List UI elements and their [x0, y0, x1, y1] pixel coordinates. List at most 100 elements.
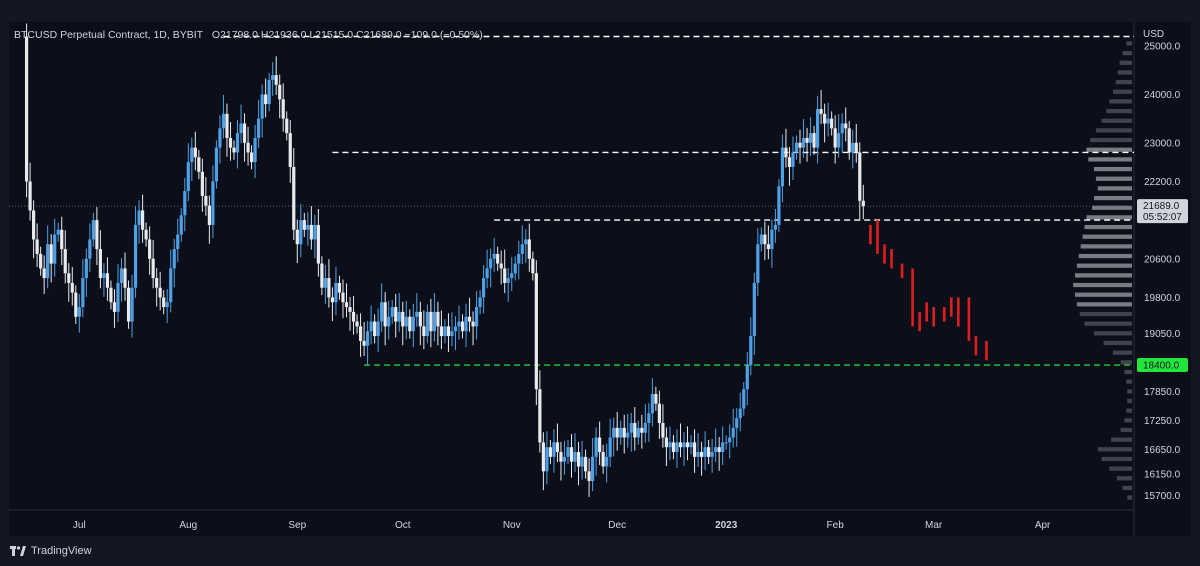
candle[interactable]	[773, 224, 778, 230]
candle[interactable]	[770, 229, 774, 250]
candle[interactable]	[84, 258, 88, 279]
candle[interactable]	[408, 316, 412, 332]
candle[interactable]	[380, 302, 384, 322]
candle[interactable]	[207, 205, 211, 225]
candle[interactable]	[165, 302, 169, 308]
candle[interactable]	[685, 442, 690, 448]
candle[interactable]	[204, 195, 208, 206]
candle[interactable]	[805, 137, 809, 143]
candle[interactable]	[696, 452, 700, 457]
candle[interactable]	[562, 456, 567, 462]
candle[interactable]	[67, 273, 71, 283]
candle[interactable]	[622, 427, 626, 438]
candle[interactable]	[496, 253, 500, 264]
candle[interactable]	[330, 297, 335, 303]
candle[interactable]	[56, 229, 60, 235]
candle[interactable]	[467, 316, 472, 322]
candle[interactable]	[183, 191, 187, 216]
candle[interactable]	[482, 278, 486, 298]
candle[interactable]	[411, 316, 415, 332]
candle[interactable]	[671, 442, 676, 453]
candle[interactable]	[341, 292, 345, 303]
candle[interactable]	[425, 311, 429, 337]
candle[interactable]	[422, 326, 426, 337]
candle[interactable]	[492, 253, 496, 259]
tradingview-logo[interactable]: TradingView	[10, 545, 92, 557]
candle[interactable]	[373, 321, 377, 337]
candle[interactable]	[365, 331, 370, 346]
candle[interactable]	[478, 297, 482, 308]
candle[interactable]	[569, 447, 574, 462]
candle[interactable]	[636, 427, 640, 438]
candle[interactable]	[158, 287, 162, 298]
candle[interactable]	[221, 113, 226, 129]
candle[interactable]	[439, 326, 444, 337]
candle[interactable]	[383, 302, 387, 327]
candle[interactable]	[830, 118, 834, 129]
candle[interactable]	[155, 278, 159, 288]
candle[interactable]	[211, 181, 215, 225]
candle[interactable]	[576, 452, 581, 467]
candle[interactable]	[376, 321, 380, 337]
candle[interactable]	[362, 340, 366, 346]
candle[interactable]	[172, 249, 176, 269]
candle[interactable]	[819, 108, 823, 114]
candle[interactable]	[531, 258, 535, 274]
candle[interactable]	[443, 326, 447, 337]
candle[interactable]	[650, 394, 654, 414]
candle[interactable]	[327, 278, 331, 298]
candle[interactable]	[791, 152, 795, 167]
candle[interactable]	[292, 166, 296, 230]
candle[interactable]	[197, 157, 201, 172]
candle[interactable]	[70, 282, 74, 293]
candle[interactable]	[418, 311, 422, 327]
candle[interactable]	[232, 147, 236, 153]
candle[interactable]	[109, 287, 113, 303]
candle[interactable]	[450, 331, 454, 337]
candle[interactable]	[615, 427, 619, 438]
candle[interactable]	[590, 456, 595, 482]
candle[interactable]	[60, 229, 64, 250]
candle[interactable]	[316, 224, 320, 264]
candle[interactable]	[664, 437, 669, 448]
candle[interactable]	[594, 437, 598, 457]
candle[interactable]	[105, 273, 110, 288]
candle[interactable]	[112, 302, 117, 312]
candle[interactable]	[678, 442, 683, 448]
candle[interactable]	[323, 278, 328, 288]
candle[interactable]	[808, 133, 813, 143]
candle[interactable]	[573, 452, 577, 462]
candle[interactable]	[460, 321, 465, 332]
candle[interactable]	[253, 137, 257, 163]
chart-legend[interactable]: BTCUSD Perpetual Contract, 1D, BYBIT O21…	[14, 29, 483, 41]
candle[interactable]	[140, 210, 145, 230]
candle[interactable]	[369, 321, 373, 332]
candle[interactable]	[91, 220, 95, 240]
candle[interactable]	[334, 282, 338, 303]
candle[interactable]	[682, 442, 686, 448]
candle[interactable]	[714, 447, 718, 453]
candle[interactable]	[735, 418, 739, 428]
candle[interactable]	[601, 452, 605, 467]
candle[interactable]	[633, 423, 637, 438]
candle[interactable]	[759, 234, 763, 245]
candle[interactable]	[401, 311, 405, 327]
candle[interactable]	[235, 133, 240, 153]
candle[interactable]	[801, 137, 806, 148]
candle[interactable]	[246, 142, 250, 153]
candle[interactable]	[453, 326, 458, 332]
candle[interactable]	[320, 263, 324, 288]
candle[interactable]	[39, 253, 43, 269]
candle[interactable]	[306, 224, 310, 230]
candle[interactable]	[151, 258, 155, 279]
candle[interactable]	[271, 75, 275, 80]
candle[interactable]	[858, 152, 862, 201]
candle[interactable]	[249, 152, 254, 163]
candle[interactable]	[619, 427, 623, 438]
candle[interactable]	[285, 118, 289, 134]
candle[interactable]	[489, 258, 493, 269]
candle[interactable]	[278, 84, 282, 100]
candle[interactable]	[756, 244, 760, 283]
candle[interactable]	[668, 442, 672, 448]
candle[interactable]	[749, 336, 753, 366]
